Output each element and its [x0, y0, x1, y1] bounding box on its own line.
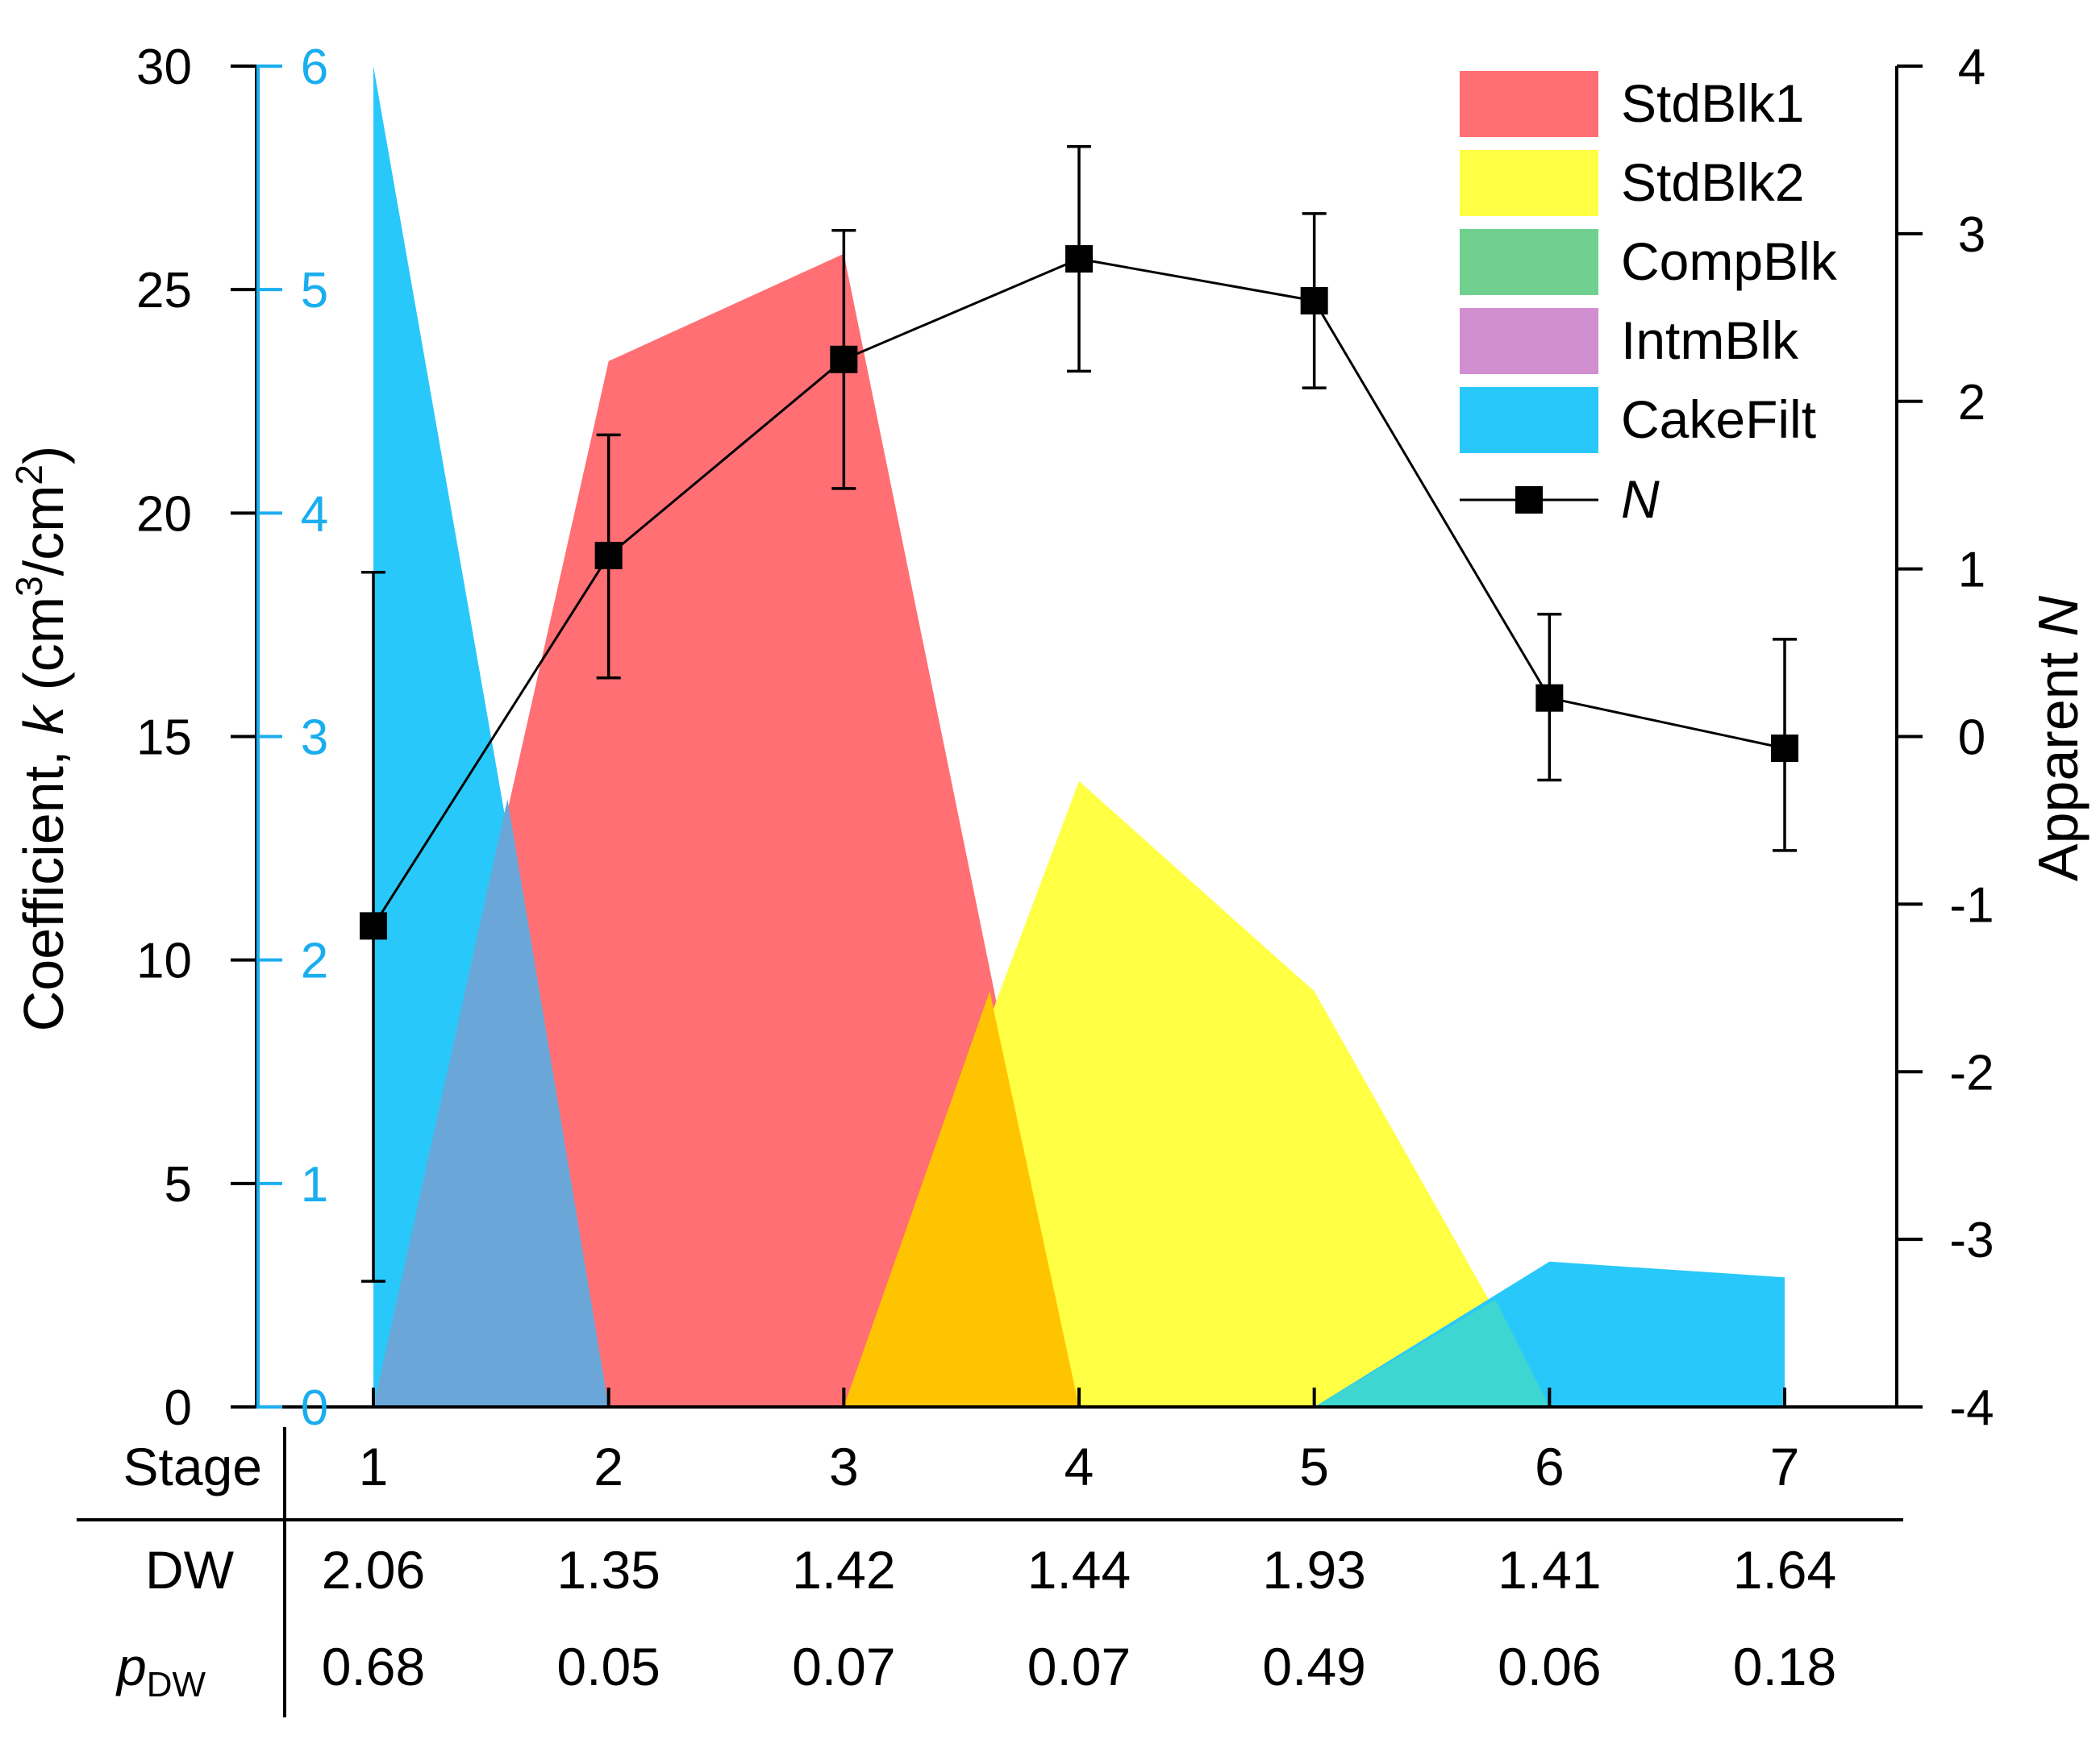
n-point: [1771, 735, 1798, 763]
stage-cell: 2: [594, 1437, 623, 1496]
right-axis-tick-label: -3: [1949, 1213, 1994, 1268]
pdw-cell: 0.05: [556, 1637, 660, 1696]
dw-cell: 2.06: [322, 1540, 425, 1600]
dw-cell: 1.93: [1262, 1540, 1365, 1600]
legend-swatch-intmblk: [1460, 308, 1598, 374]
left-axis-tick-label: 20: [136, 486, 192, 542]
right-axis-tick-label: 1: [1958, 543, 1985, 598]
n-point: [1535, 684, 1564, 712]
left-axis-tick-label: 10: [136, 934, 192, 989]
dw-cell: 1.35: [556, 1540, 660, 1600]
legend-label-cakefilt: CakeFilt: [1621, 389, 1816, 449]
legend-swatch-cakefilt: [1460, 387, 1598, 453]
pdw-cell: 0.18: [1733, 1637, 1836, 1696]
legend-label-intmblk: IntmBlk: [1621, 310, 1799, 370]
left-axis-title-symbol: k: [12, 704, 75, 735]
dw-cell: 1.42: [792, 1540, 895, 1600]
n-line-layer: [360, 145, 1798, 1283]
left-axis-2-tick-label: 5: [301, 263, 328, 318]
n-point: [1065, 245, 1093, 273]
legend-label-stdblk2: StdBlk2: [1621, 152, 1804, 212]
left-axis-tick-label: 0: [165, 1380, 192, 1436]
n-point: [830, 345, 858, 373]
left-axis-tick-label: 15: [136, 710, 192, 766]
stage-cell: 4: [1065, 1437, 1094, 1496]
stage-cell: 3: [829, 1437, 859, 1496]
stage-cell: 5: [1299, 1437, 1329, 1496]
left-axis-tick-label: 25: [136, 263, 192, 318]
pdw-cell: 0.06: [1498, 1637, 1601, 1696]
legend-label-stdblk1: StdBlk1: [1621, 73, 1804, 133]
pdw-cell: 0.49: [1262, 1637, 1365, 1696]
right-axis-title-main: Apparent: [2027, 637, 2090, 882]
pdw-cell: 0.68: [322, 1637, 425, 1696]
left-axis-2-tick-label: 6: [301, 40, 328, 95]
area-overlap-2: [844, 991, 1079, 1407]
n-point: [594, 541, 623, 569]
n-point: [360, 912, 387, 940]
n-point: [1300, 287, 1328, 315]
area-overlap-3: [1314, 1300, 1550, 1407]
legend-swatch-stdblk2: [1460, 150, 1598, 216]
left-axis-title-main: Coefficient,: [12, 735, 75, 1031]
left-axis-title-unit: (cm: [12, 597, 75, 706]
right-axis-title: Apparent N: [2027, 596, 2090, 882]
left-axis-2-tick-label: 4: [301, 486, 328, 542]
right-axis-tick-label: 3: [1958, 207, 1985, 263]
left-axis-2-tick-label: 1: [301, 1157, 328, 1213]
right-axis-tick-label: 0: [1958, 710, 1985, 766]
row-label-dw: DW: [145, 1540, 235, 1600]
legend-marker-n: [1515, 486, 1543, 514]
left-axis-title-sup: 2: [8, 464, 50, 485]
axes-layer: 0 5 10 15 20 25 30 0 1 2 3 4 5 6 -4 -3 -2 -1 0 1 2 3 4 Coeffici…: [8, 40, 2090, 1436]
right-axis-tick-label: -4: [1949, 1380, 1994, 1436]
right-axis-tick-label: 2: [1958, 375, 1985, 431]
legend: StdBlk1 StdBlk2 CompBlk IntmBlk CakeFilt N: [1460, 71, 1838, 529]
left-axis-tick-label: 30: [136, 40, 192, 95]
right-axis-tick-label: -1: [1949, 877, 1994, 933]
left-axis-2-tick-label: 3: [301, 710, 328, 766]
legend-label-compblk: CompBlk: [1621, 231, 1838, 291]
area-layer: [373, 66, 1785, 1407]
stage-cell: 7: [1770, 1437, 1800, 1496]
dw-cell: 1.41: [1498, 1540, 1601, 1600]
left-axis-2-tick-label: 0: [301, 1380, 328, 1436]
left-axis-title-unit: ): [12, 446, 75, 464]
left-axis-title: Coefficient, k (cm3/cm2): [8, 446, 75, 1032]
row-label-pdw-sub: DW: [147, 1665, 206, 1704]
row-label-pdw: pDW: [115, 1637, 206, 1704]
right-axis-title-symbol: N: [2027, 596, 2090, 637]
row-label-stage: Stage: [123, 1437, 262, 1496]
left-axis-2-tick-label: 2: [301, 934, 328, 989]
left-axis-title-unit: /cm: [12, 485, 75, 576]
stage-cell: 1: [359, 1437, 389, 1496]
legend-swatch-compblk: [1460, 229, 1598, 295]
dw-cell: 1.64: [1733, 1540, 1836, 1600]
stage-cell: 6: [1535, 1437, 1565, 1496]
legend-swatch-stdblk1: [1460, 71, 1598, 137]
left-axis-tick-label: 5: [165, 1157, 192, 1213]
dw-cell: 1.44: [1027, 1540, 1131, 1600]
left-axis-title-sup: 3: [8, 576, 50, 597]
area-overlap-1: [373, 799, 609, 1407]
right-axis-tick-label: 4: [1958, 40, 1985, 95]
legend-label-n: N: [1621, 469, 1660, 529]
row-label-pdw-main: p: [115, 1637, 147, 1696]
pdw-cell: 0.07: [1027, 1637, 1131, 1696]
pdw-cell: 0.07: [792, 1637, 895, 1696]
right-axis-tick-label: -2: [1949, 1045, 1994, 1101]
